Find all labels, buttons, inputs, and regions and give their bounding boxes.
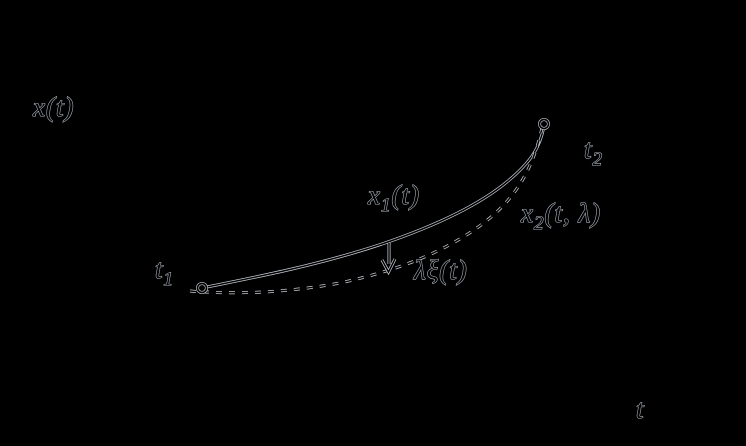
- t1-label-sub: 1: [164, 269, 175, 290]
- x2-label-sub: 2: [534, 213, 545, 234]
- dashed-curve-x2: [189, 127, 544, 295]
- variation-label: λξ(t): [413, 255, 468, 285]
- x2-label-post: (t, λ): [544, 198, 601, 228]
- x2-curve-label: x2(t, λ): [520, 198, 601, 234]
- endpoint-t2-marker: [538, 118, 550, 130]
- solid-curve-x1: [201, 125, 546, 290]
- variation-arrow: [380, 243, 397, 276]
- dashed-curve-core: [189, 127, 543, 294]
- variation-arrow-core: [381, 243, 396, 274]
- t1-label: t1: [155, 254, 174, 290]
- solid-curve-core: [201, 125, 545, 289]
- t2-label: t2: [584, 134, 603, 170]
- dashed-curve-outline: [189, 127, 544, 295]
- endpoint-t2-circle-core: [538, 118, 550, 130]
- endpoint-t1-marker: [196, 282, 208, 294]
- x1-curve-label: x1(t): [367, 180, 420, 216]
- ordinate-axis-label: x(t): [32, 92, 74, 122]
- x1-label-base: x: [367, 180, 381, 210]
- t2-label-base: t: [584, 134, 593, 164]
- t1-label-base: t: [155, 254, 164, 284]
- endpoint-t1-circle-core: [196, 282, 208, 294]
- x2-label-base: x: [520, 198, 534, 228]
- abscissa-axis-label: t: [636, 394, 645, 424]
- t2-label-sub: 2: [593, 149, 604, 170]
- x1-label-sub: 1: [381, 195, 392, 216]
- x1-label-post: (t): [391, 180, 419, 210]
